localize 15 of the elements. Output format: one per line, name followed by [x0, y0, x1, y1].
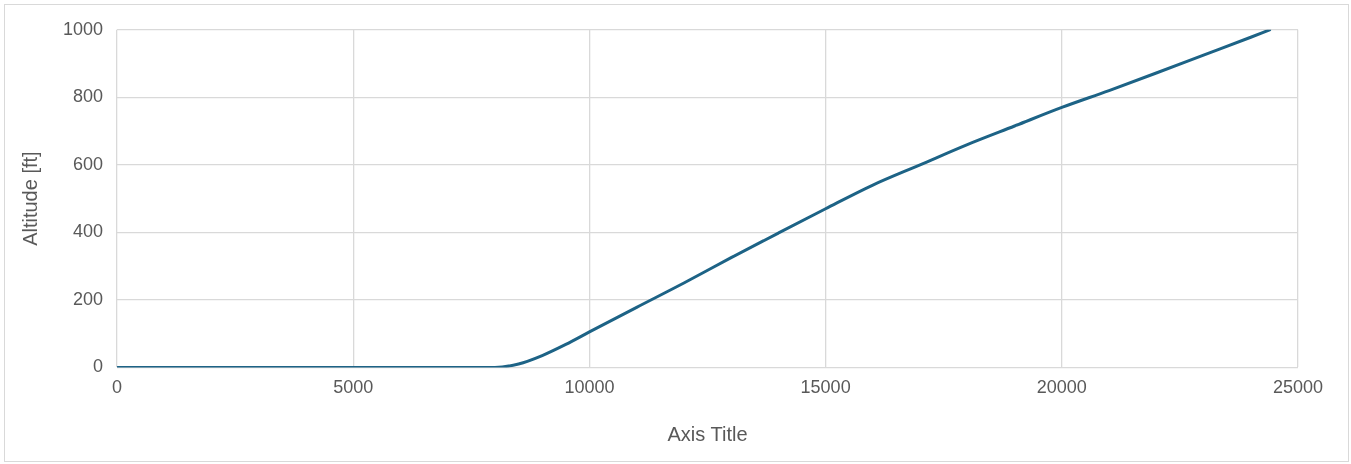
x-axis-title: Axis Title: [667, 422, 748, 445]
y-tick-label: 400: [73, 221, 104, 242]
x-tick-label: 10000: [564, 377, 615, 398]
y-tick-label: 1000: [63, 18, 104, 39]
line-series: [117, 29, 1272, 368]
x-tick-label: 20000: [1036, 377, 1087, 398]
y-tick-label: 600: [73, 153, 104, 174]
y-axis-title: Altitude [ft]: [18, 151, 41, 246]
y-tick-label: 800: [73, 86, 104, 107]
x-tick-label: 15000: [800, 377, 851, 398]
x-tick-label: 25000: [1272, 377, 1324, 398]
x-tick-label: 5000: [333, 377, 374, 398]
x-tick-label: 0: [112, 377, 123, 398]
y-tick-label: 0: [93, 356, 104, 377]
y-tick-label: 200: [73, 288, 104, 309]
